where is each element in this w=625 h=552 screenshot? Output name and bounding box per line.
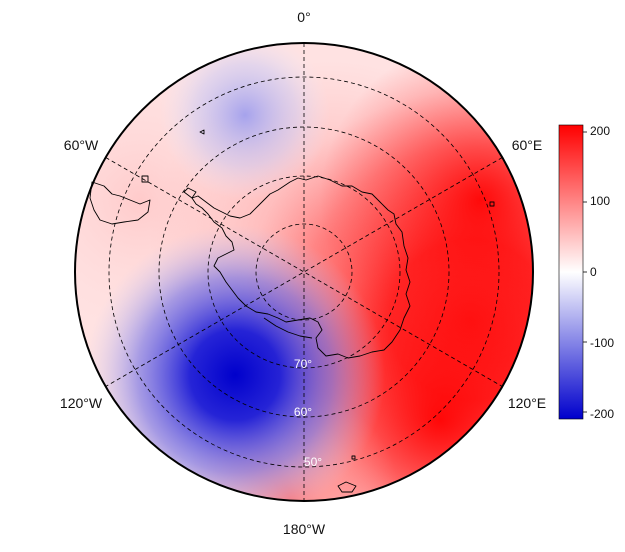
lon-label-60w: 60°W bbox=[64, 137, 99, 153]
lon-label-60e: 60°E bbox=[512, 137, 543, 153]
graticule bbox=[105, 43, 503, 501]
ross-ice-shelf-line bbox=[263, 317, 313, 339]
colorbar-ticks bbox=[583, 131, 587, 413]
colorbar-label-100: 100 bbox=[590, 194, 610, 208]
peninsula-tip bbox=[183, 187, 197, 199]
lon-label-0: 0° bbox=[297, 9, 310, 25]
latitude-circle-80 bbox=[255, 223, 353, 321]
lat-label-60: 60° bbox=[294, 405, 312, 419]
colorbar-label-0: 0 bbox=[590, 265, 597, 279]
antarctica-coastline bbox=[191, 175, 411, 359]
colorbar-gradient bbox=[558, 124, 584, 420]
lat-label-70: 70° bbox=[294, 357, 312, 371]
falkland-islands bbox=[141, 175, 149, 183]
small-island-1 bbox=[199, 129, 205, 135]
lat-label-50: 50° bbox=[304, 455, 322, 469]
kerguelen-island bbox=[489, 201, 495, 207]
colorbar-label-minus200: -200 bbox=[590, 407, 614, 421]
colorbar-label-200: 200 bbox=[590, 124, 610, 138]
south-america-tip bbox=[89, 181, 151, 225]
lon-label-180w: 180°W bbox=[283, 521, 326, 537]
meridian-60e-120w bbox=[105, 157, 503, 387]
macquarie-island bbox=[351, 455, 356, 460]
meridian-60w-120e bbox=[105, 157, 503, 387]
lon-label-120w: 120°W bbox=[60, 395, 103, 411]
colorbar: 200 100 0 -100 -200 bbox=[558, 124, 614, 421]
lon-label-120e: 120°E bbox=[508, 395, 546, 411]
colorbar-label-minus100: -100 bbox=[590, 336, 614, 350]
latitude-circle-50 bbox=[108, 76, 500, 468]
new-zealand-coast bbox=[337, 481, 357, 493]
coastline bbox=[89, 129, 495, 493]
map-border bbox=[74, 42, 534, 502]
